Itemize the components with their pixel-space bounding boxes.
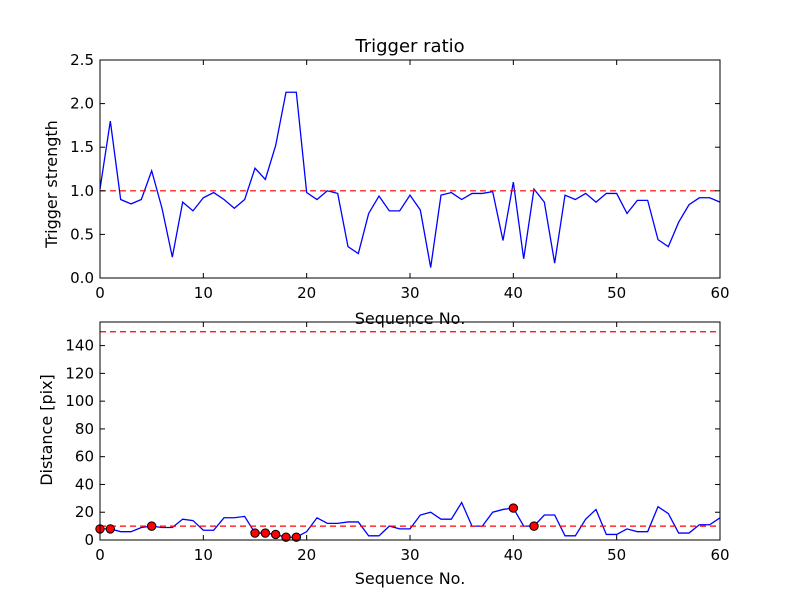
y-tick-label: 80 bbox=[75, 420, 94, 438]
x-axis-label: Sequence No. bbox=[355, 309, 466, 328]
y-axis-label: Trigger strength bbox=[42, 120, 61, 249]
x-axis-label: Sequence No. bbox=[355, 569, 466, 588]
data-point bbox=[146, 521, 157, 531]
x-tick-label: 60 bbox=[710, 284, 729, 302]
x-tick-label: 30 bbox=[400, 546, 419, 564]
y-tick-label: 140 bbox=[65, 337, 94, 355]
data-point bbox=[281, 532, 291, 542]
y-axis-label: Distance [pix] bbox=[37, 374, 56, 486]
x-tick-label: 50 bbox=[607, 546, 626, 564]
x-tick-label: 40 bbox=[504, 284, 523, 302]
y-tick-label: 2.5 bbox=[70, 51, 94, 69]
data-point bbox=[291, 532, 302, 542]
x-tick-label: 20 bbox=[297, 284, 316, 302]
data-point bbox=[529, 521, 539, 531]
data-point bbox=[270, 529, 281, 540]
y-tick-label: 1.0 bbox=[70, 182, 94, 200]
x-tick-label: 50 bbox=[607, 284, 626, 302]
series-line bbox=[100, 501, 721, 538]
trigger-ratio-chart: Trigger ratio Sequence No. Trigger stren… bbox=[42, 36, 730, 328]
data-point bbox=[250, 528, 260, 538]
y-tick-label: 0 bbox=[84, 531, 94, 549]
chart-title: Trigger ratio bbox=[354, 36, 464, 57]
x-tick-label: 0 bbox=[95, 546, 105, 564]
y-tick-label: 2.0 bbox=[70, 95, 94, 113]
y-tick-label: 20 bbox=[75, 503, 94, 521]
data-point bbox=[105, 524, 116, 534]
series-line bbox=[99, 91, 721, 268]
data-point bbox=[508, 503, 519, 513]
plot-area: 0 10 20 30 40 50 60 0.0 0.5 1.0 1.5 2.0 2.5 bbox=[70, 51, 729, 302]
y-tick-label: 1.5 bbox=[70, 138, 94, 156]
x-tick-label: 40 bbox=[504, 546, 523, 564]
y-tick-label: 0.5 bbox=[70, 225, 94, 243]
y-tick-label: 60 bbox=[75, 448, 94, 466]
data-point bbox=[260, 528, 271, 538]
plot-area: 0 10 20 30 40 50 60 0 20 40 60 80 100 120 140 bbox=[65, 321, 730, 564]
y-tick-label: 120 bbox=[65, 364, 94, 382]
x-tick-label: 0 bbox=[95, 284, 105, 302]
y-tick-label: 0.0 bbox=[70, 269, 94, 287]
x-tick-label: 60 bbox=[710, 546, 729, 564]
distance-chart: Sequence No. Distance [pix] 0 10 20 30 40 50 6… bbox=[37, 321, 730, 588]
x-tick-label: 10 bbox=[194, 284, 213, 302]
y-tick-label: 100 bbox=[65, 392, 94, 410]
y-tick-label: 40 bbox=[75, 475, 94, 493]
x-tick-label: 30 bbox=[400, 284, 419, 302]
x-tick-label: 20 bbox=[297, 546, 316, 564]
x-tick-label: 10 bbox=[194, 546, 213, 564]
